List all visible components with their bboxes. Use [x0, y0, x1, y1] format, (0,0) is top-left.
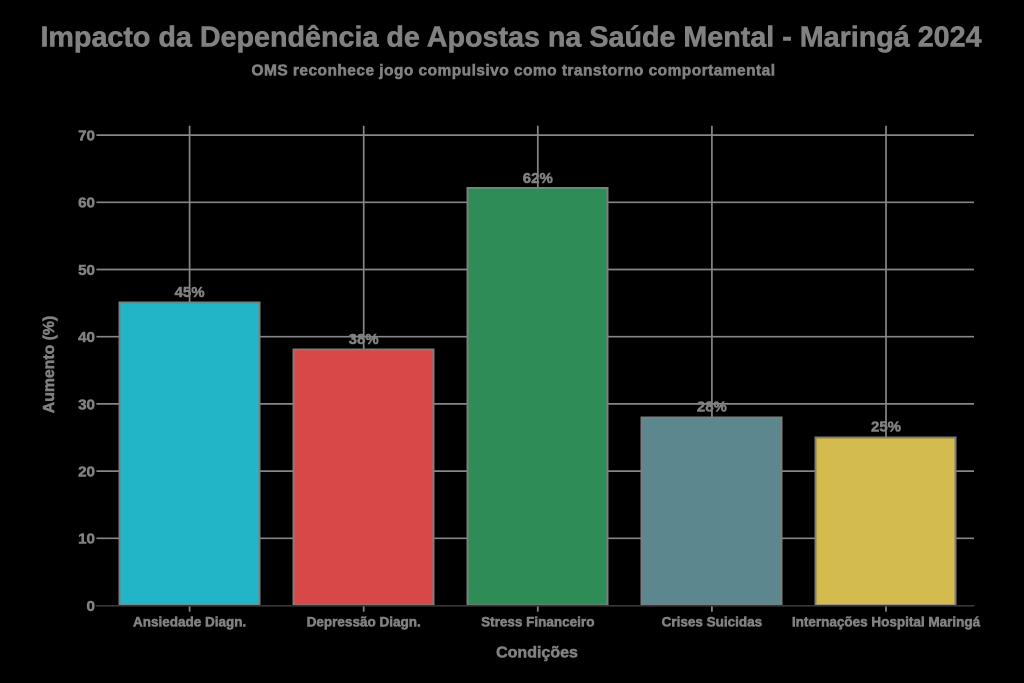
svg-text:28%: 28%: [697, 398, 727, 415]
svg-text:38%: 38%: [349, 331, 379, 348]
svg-text:25%: 25%: [871, 419, 901, 436]
svg-text:30: 30: [78, 396, 95, 413]
svg-text:10: 10: [78, 531, 95, 548]
svg-text:OMS reconhece jogo compulsivo: OMS reconhece jogo compulsivo como trans…: [252, 63, 776, 80]
svg-text:70: 70: [78, 128, 95, 145]
svg-text:Condições: Condições: [496, 645, 578, 662]
svg-text:Aumento (%): Aumento (%): [41, 316, 58, 413]
svg-text:62%: 62%: [523, 170, 553, 187]
svg-text:40: 40: [78, 329, 95, 346]
svg-text:Ansiedade Diagn.: Ansiedade Diagn.: [133, 615, 246, 630]
svg-text:Stress Financeiro: Stress Financeiro: [481, 615, 594, 630]
svg-text:Crises Suicidas: Crises Suicidas: [662, 615, 763, 630]
svg-text:0: 0: [87, 598, 95, 615]
svg-text:Impacto da Dependência de Apos: Impacto da Dependência de Apostas na Saú…: [40, 21, 981, 53]
svg-text:60: 60: [78, 195, 95, 212]
svg-text:Depressão Diagn.: Depressão Diagn.: [307, 615, 421, 630]
svg-text:20: 20: [78, 464, 95, 481]
svg-text:50: 50: [78, 262, 95, 279]
svg-text:Internações Hospital Maringá: Internações Hospital Maringá: [792, 615, 981, 630]
svg-text:45%: 45%: [175, 284, 205, 301]
